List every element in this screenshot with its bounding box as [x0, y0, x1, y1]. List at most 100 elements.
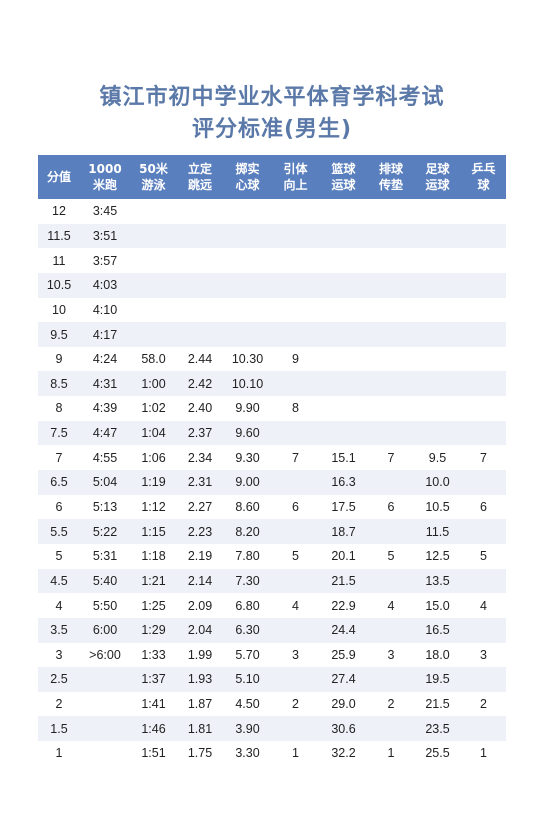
value-cell: 1:06	[130, 445, 177, 471]
column-header-text: 1000	[88, 162, 122, 176]
value-cell	[414, 371, 461, 397]
column-header: 50米 游泳	[130, 155, 177, 199]
column-header: 掷实 心球	[223, 155, 272, 199]
column-header: 1000 米跑	[80, 155, 130, 199]
value-cell: 1	[461, 741, 506, 766]
table-row: 10 4:10	[38, 297, 506, 323]
value-cell: 5.70	[223, 642, 272, 668]
value-cell: 1:51	[130, 741, 177, 766]
value-cell: 25.9	[319, 642, 368, 668]
value-cell	[80, 716, 130, 742]
page-title: 镇江市初中学业水平体育学科考试 评分标准(男生)	[0, 82, 544, 146]
score-cell: 2.5	[38, 667, 80, 692]
value-cell	[80, 667, 130, 692]
value-cell: 1:25	[130, 593, 177, 618]
table-row: 2 1:41 1.87 4.50 2 29.0 2 21.5 2	[38, 691, 506, 717]
value-cell	[461, 272, 506, 298]
table-row: 9.5 4:17	[38, 322, 506, 347]
value-cell: 4:55	[80, 445, 130, 471]
value-cell: 4	[368, 593, 414, 618]
value-cell: 2.31	[177, 470, 223, 495]
value-cell	[223, 272, 272, 298]
table-row: 5.5 5:22 1:15 2.23 8.20 18.7 11.5	[38, 519, 506, 544]
column-header: 立定 跳远	[177, 155, 223, 199]
value-cell: 10.5	[414, 494, 461, 520]
value-cell	[223, 248, 272, 273]
value-cell	[368, 568, 414, 594]
value-cell	[272, 248, 319, 273]
value-cell: 6.80	[223, 593, 272, 618]
table-row: 9 4:24 58.0 2.44 10.30 9	[38, 346, 506, 372]
column-header-text: 运球	[331, 178, 356, 192]
value-cell: 13.5	[414, 568, 461, 594]
value-cell	[130, 248, 177, 273]
value-cell	[177, 199, 223, 224]
value-cell: 3	[461, 642, 506, 668]
column-header-text: 运球	[425, 178, 450, 192]
value-cell: 1:18	[130, 543, 177, 569]
value-cell: 2	[368, 691, 414, 717]
value-cell: 8	[272, 396, 319, 421]
score-cell: 6.5	[38, 470, 80, 495]
value-cell: 1:46	[130, 716, 177, 742]
value-cell: 1.75	[177, 741, 223, 766]
value-cell	[368, 346, 414, 372]
table-row: 3.5 6:00 1:29 2.04 6.30 24.4 16.5	[38, 617, 506, 643]
table-row: 1 1:51 1.75 3.30 1 32.2 1 25.5 1	[38, 741, 506, 766]
value-cell	[319, 346, 368, 372]
score-cell: 4.5	[38, 568, 80, 594]
column-header: 分值	[38, 155, 80, 199]
table-row: 11.5 3:51	[38, 223, 506, 249]
value-cell: 6	[461, 494, 506, 520]
value-cell: 3:57	[80, 248, 130, 273]
value-cell	[461, 396, 506, 421]
column-header-text: 50米	[139, 162, 168, 176]
value-cell: 1:12	[130, 494, 177, 520]
value-cell: 9	[272, 346, 319, 372]
value-cell: 4:47	[80, 420, 130, 446]
value-cell: 2.37	[177, 420, 223, 446]
value-cell: 3:51	[80, 223, 130, 249]
value-cell	[319, 272, 368, 298]
column-header: 乒乓球	[461, 155, 506, 199]
value-cell	[272, 371, 319, 397]
value-cell: 1	[368, 741, 414, 766]
table-row: 2.5 1:37 1.93 5.10 27.4 19.5	[38, 667, 506, 692]
value-cell	[177, 272, 223, 298]
value-cell	[368, 272, 414, 298]
score-cell: 9	[38, 346, 80, 372]
score-cell: 8.5	[38, 371, 80, 397]
value-cell	[414, 396, 461, 421]
value-cell: 9.5	[414, 445, 461, 471]
value-cell	[414, 297, 461, 323]
value-cell: 19.5	[414, 667, 461, 692]
value-cell	[461, 223, 506, 249]
value-cell: 10.10	[223, 371, 272, 397]
value-cell: 5:13	[80, 494, 130, 520]
value-cell: 5	[461, 543, 506, 569]
value-cell: 22.9	[319, 593, 368, 618]
score-cell: 11	[38, 248, 80, 273]
value-cell	[461, 617, 506, 643]
value-cell	[461, 199, 506, 224]
value-cell: 6	[368, 494, 414, 520]
value-cell: 7	[368, 445, 414, 471]
value-cell: 10.0	[414, 470, 461, 495]
value-cell: 2.04	[177, 617, 223, 643]
value-cell: 4	[461, 593, 506, 618]
value-cell: 5:31	[80, 543, 130, 569]
table-row: 3 >6:00 1:33 1.99 5.70 3 25.9 3 18.0 3	[38, 642, 506, 668]
table-row: 5 5:31 1:18 2.19 7.80 5 20.1 5 12.5 5	[38, 543, 506, 569]
value-cell: 9.30	[223, 445, 272, 471]
value-cell	[414, 199, 461, 224]
value-cell	[130, 272, 177, 298]
column-header-text: 引体	[283, 162, 308, 176]
value-cell: 1:29	[130, 617, 177, 643]
table-row: 11 3:57	[38, 248, 506, 273]
score-cell: 5.5	[38, 519, 80, 544]
value-cell: 18.0	[414, 642, 461, 668]
column-header-text: 向上	[283, 178, 308, 192]
value-cell: 23.5	[414, 716, 461, 742]
value-cell	[461, 420, 506, 446]
value-cell: 5	[368, 543, 414, 569]
